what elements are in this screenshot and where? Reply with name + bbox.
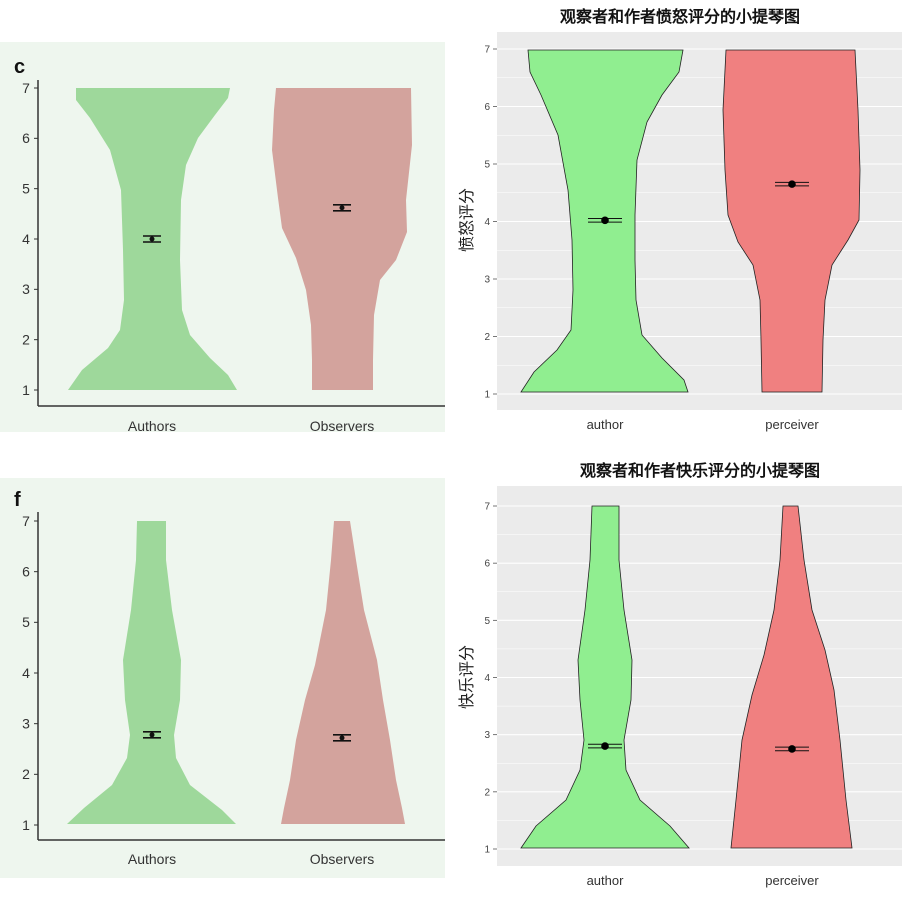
panel-c: c 1 2 3 4 5 6 7 Authors Observers [0,42,445,434]
panel-happiness-title: 观察者和作者快乐评分的小提琴图 [580,461,820,480]
mean-marker [775,745,809,753]
panel-c-violin-observers [272,88,412,390]
panel-f-violin-observers [281,521,405,824]
panel-f-x-label-authors: Authors [128,851,176,867]
panel-happiness-y-ticks: 1 2 3 4 5 6 7 [484,502,497,856]
panel-happiness-x-label-perceiver: perceiver [765,873,819,888]
y-tick-label: 3 [484,275,490,286]
y-tick-label: 3 [484,730,490,741]
y-tick-label: 5 [484,160,490,171]
y-tick-label: 7 [484,45,490,56]
panel-anger-title: 观察者和作者愤怒评分的小提琴图 [560,7,800,26]
panel-c-x-label-observers: Observers [310,418,375,434]
y-tick-label: 6 [22,130,30,146]
y-tick-label: 3 [22,716,30,732]
y-tick-label: 7 [22,80,30,96]
panel-anger: 观察者和作者愤怒评分的小提琴图 1 2 3 4 5 6 7 愤怒评分 author perc… [457,7,902,432]
y-tick-label: 4 [22,665,30,681]
y-tick-label: 2 [484,332,490,343]
y-tick-label: 1 [22,817,30,833]
y-tick-label: 1 [484,390,490,401]
y-tick-label: 2 [484,787,490,798]
mean-marker [588,742,622,750]
panel-happiness-mean-markers [588,742,809,753]
panel-anger-violin-perceiver [722,49,861,393]
y-tick-label: 7 [484,502,490,513]
y-tick-label: 1 [484,845,490,856]
panel-c-mean-markers [143,203,351,243]
y-tick-label: 5 [484,616,490,627]
panel-c-label: c [14,56,25,78]
y-tick-label: 4 [484,217,490,228]
panel-f-label: f [14,489,21,511]
panel-happiness-y-label: 快乐评分 [457,645,476,709]
panel-happiness-x-label-author: author [587,873,625,888]
panel-anger-y-label: 愤怒评分 [457,188,476,252]
panel-f-x-label-observers: Observers [310,851,375,867]
panel-f-y-ticks: 1 2 3 4 5 6 7 [22,513,38,833]
panel-happiness-violin-author [520,505,690,849]
mean-marker [333,734,351,742]
panel-f-violin-authors [67,521,236,824]
panel-c-x-label-authors: Authors [128,418,176,434]
panel-happiness: 观察者和作者快乐评分的小提琴图 1 2 3 4 5 6 7 快乐评分 author perc… [457,461,902,888]
panel-f-mean-markers [143,731,351,742]
y-tick-label: 4 [484,673,490,684]
mean-marker [333,203,351,212]
mean-marker [143,235,161,243]
y-tick-label: 5 [22,181,30,197]
y-tick-label: 4 [22,231,30,247]
panel-f: f 1 2 3 4 5 6 7 Authors Observers [0,478,445,878]
y-tick-label: 6 [484,102,490,113]
panel-c-y-ticks: 1 2 3 4 5 6 7 [22,80,38,398]
y-tick-label: 2 [22,766,30,782]
panel-happiness-violin-perceiver [730,505,853,849]
panel-anger-mean-markers [588,180,809,225]
y-tick-label: 2 [22,332,30,348]
panel-anger-x-label-perceiver: perceiver [765,417,819,432]
y-tick-label: 5 [22,614,30,630]
panel-anger-y-ticks: 1 2 3 4 5 6 7 [484,45,497,401]
mean-marker [143,731,161,739]
y-tick-label: 7 [22,513,30,529]
y-tick-label: 3 [22,281,30,297]
y-tick-label: 6 [484,559,490,570]
mean-marker [588,216,622,225]
y-tick-label: 1 [22,382,30,398]
y-tick-label: 6 [22,564,30,580]
mean-marker [775,180,809,188]
panel-anger-x-label-author: author [587,417,625,432]
